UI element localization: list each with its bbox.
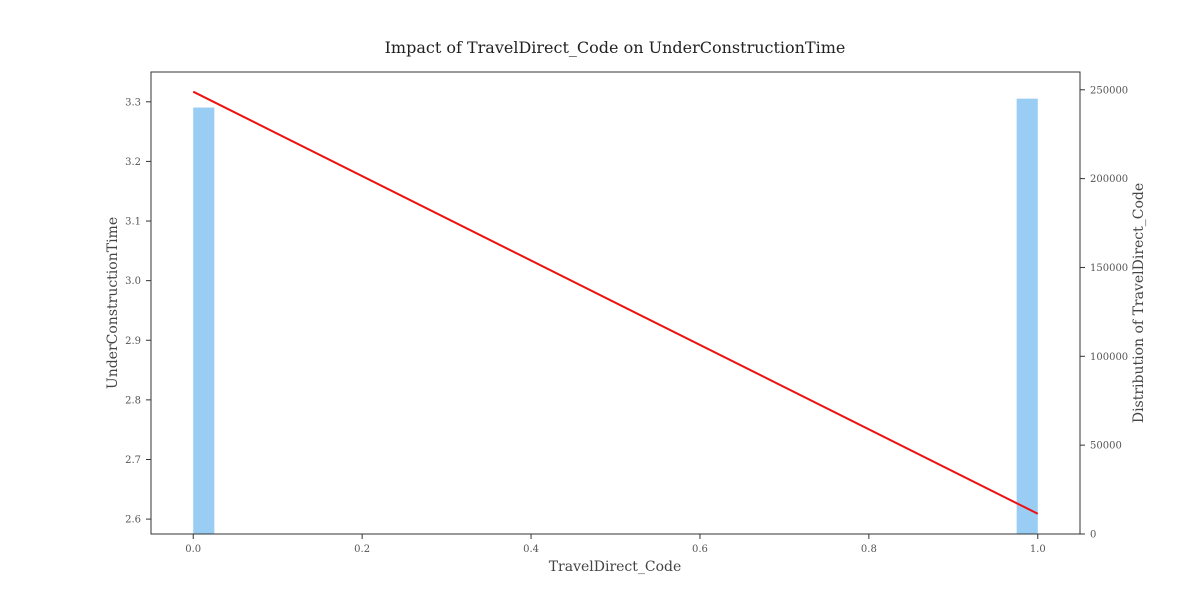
histogram-bar-1 xyxy=(1016,98,1038,535)
x-tick-label: 0.8 xyxy=(861,544,877,555)
y-left-tick-label: 3.1 xyxy=(125,217,141,228)
y-right-tick-label: 250000 xyxy=(1090,85,1128,96)
y-left-tick-label: 3.3 xyxy=(125,97,141,108)
x-tick-label: 0.2 xyxy=(354,544,370,555)
y-left-axis-label: UnderConstructionTime xyxy=(105,217,121,389)
x-tick-label: 1.0 xyxy=(1030,544,1046,555)
y-left-tick-label: 2.6 xyxy=(125,515,141,526)
y-right-axis-ticks: 0 50000 100000 150000 200000 250000 xyxy=(1080,85,1128,541)
y-right-axis-label: Distribution of TravelDirect_Code xyxy=(1131,183,1147,423)
trend-line-layer xyxy=(192,90,1039,515)
y-right-tick-label: 0 xyxy=(1090,530,1096,541)
trend-line xyxy=(192,90,1039,515)
y-left-tick-label: 3.2 xyxy=(125,157,141,168)
y-left-tick-label: 2.9 xyxy=(125,336,141,347)
chart-title: Impact of TravelDirect_Code on UnderCons… xyxy=(385,38,846,57)
plot-frame xyxy=(150,71,1081,535)
y-left-tick-label: 2.8 xyxy=(125,395,141,406)
y-right-tick-label: 200000 xyxy=(1090,174,1128,185)
y-right-tick-label: 50000 xyxy=(1090,441,1122,452)
x-tick-label: 0.6 xyxy=(692,544,708,555)
y-right-tick-label: 100000 xyxy=(1090,352,1128,363)
y-left-tick-label: 2.7 xyxy=(125,455,141,466)
histogram-bar-0 xyxy=(193,107,215,535)
x-axis-ticks: 0.0 0.2 0.4 0.6 0.8 1.0 xyxy=(185,534,1046,555)
y-left-axis-ticks: 2.6 2.7 2.8 2.9 3.0 3.1 3.2 3.3 xyxy=(125,97,151,526)
x-axis-label: TravelDirect_Code xyxy=(549,559,682,575)
x-tick-label: 0.4 xyxy=(523,544,539,555)
histogram-bars xyxy=(193,98,1038,535)
y-right-tick-label: 150000 xyxy=(1090,263,1128,274)
y-left-tick-label: 3.0 xyxy=(125,276,141,287)
x-tick-label: 0.0 xyxy=(185,544,201,555)
